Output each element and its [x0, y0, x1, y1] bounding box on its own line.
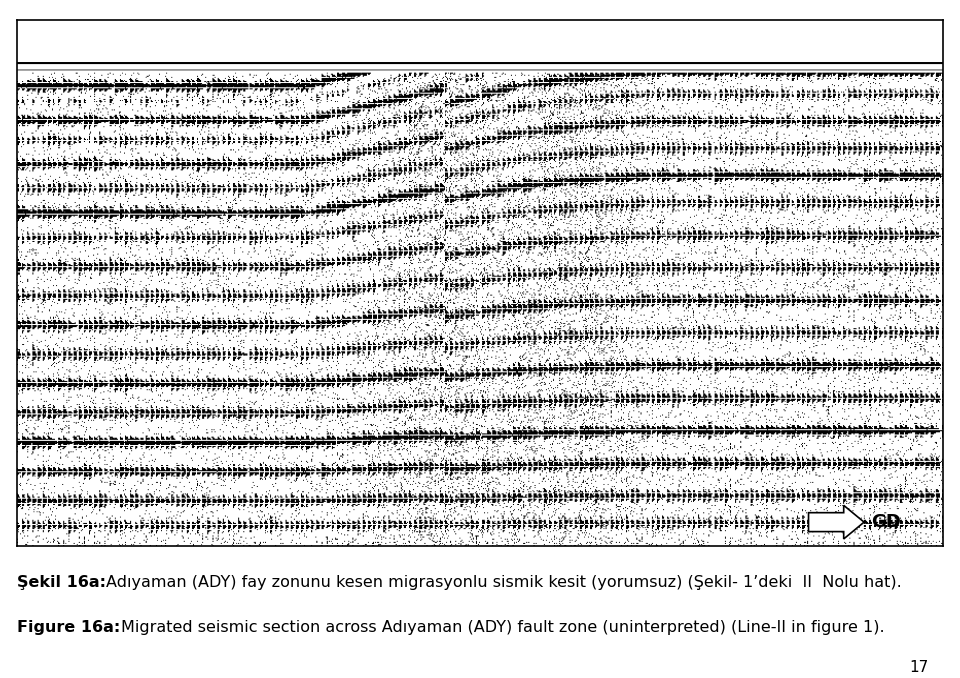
Polygon shape — [808, 505, 864, 539]
Text: Figure 16a:: Figure 16a: — [17, 620, 121, 635]
Text: Şekil 16a:: Şekil 16a: — [17, 575, 107, 590]
Text: 17: 17 — [909, 660, 929, 675]
Text: Adıyaman (ADY) fay zonunu kesen migrasyonlu sismik kesit (yorumsuz) (Şekil- 1’de: Adıyaman (ADY) fay zonunu kesen migrasyo… — [107, 575, 902, 590]
Text: Migrated seismic section across Adıyaman (ADY) fault zone (uninterpreted) (Line-: Migrated seismic section across Adıyaman… — [121, 620, 884, 635]
Text: GD: GD — [872, 513, 901, 531]
